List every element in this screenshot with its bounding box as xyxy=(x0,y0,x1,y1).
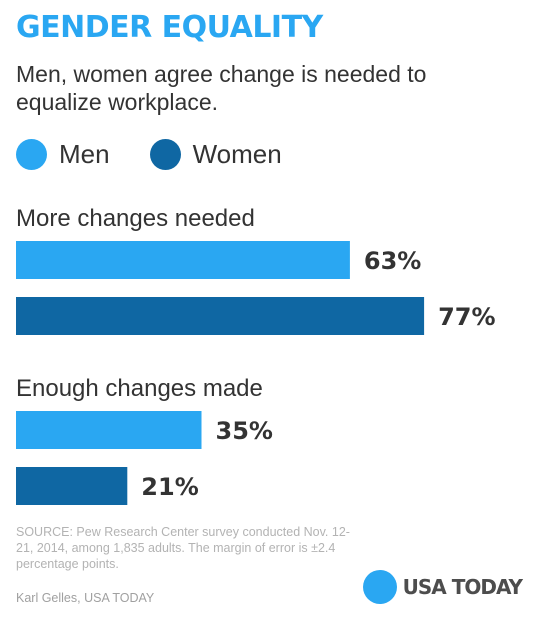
byline: Karl Gelles, USA TODAY xyxy=(16,591,155,605)
legend-label-women: Women xyxy=(192,138,282,169)
legend-label-men: Men xyxy=(59,138,110,169)
category-label-enough-changes-made: Enough changes made xyxy=(16,375,263,402)
bar-more-changes-needed-men xyxy=(16,241,350,279)
bar-enough-changes-made-men xyxy=(16,411,202,449)
source-note: SOURCE: Pew Research Center survey condu… xyxy=(16,525,350,571)
data-label-more-changes-needed-women: 77% xyxy=(438,303,495,331)
legend: Men Women xyxy=(16,134,322,174)
data-label-more-changes-needed-men: 63% xyxy=(364,247,421,275)
bar-enough-changes-made-women xyxy=(16,467,128,505)
legend-swatch-men xyxy=(16,138,47,170)
legend-item-women: Women xyxy=(149,138,282,170)
page-title: GENDER EQUALITY xyxy=(16,10,323,45)
data-label-enough-changes-made-women: 21% xyxy=(141,473,198,501)
bar-more-changes-needed-women xyxy=(16,297,425,335)
page-subtitle: Men, women agree change is needed to equ… xyxy=(16,61,427,115)
bar-chart: More changes needed 63% 77% Enough changes … xyxy=(16,205,496,505)
usa-today-logo: USA TODAY xyxy=(362,570,523,604)
category-label-more-changes-needed: More changes needed xyxy=(16,205,255,232)
logo-dot-icon xyxy=(362,570,397,604)
legend-item-men: Men xyxy=(16,138,110,170)
logo-text: USA TODAY xyxy=(402,575,523,599)
data-label-enough-changes-made-men: 35% xyxy=(216,417,273,445)
legend-swatch-women xyxy=(149,138,181,170)
